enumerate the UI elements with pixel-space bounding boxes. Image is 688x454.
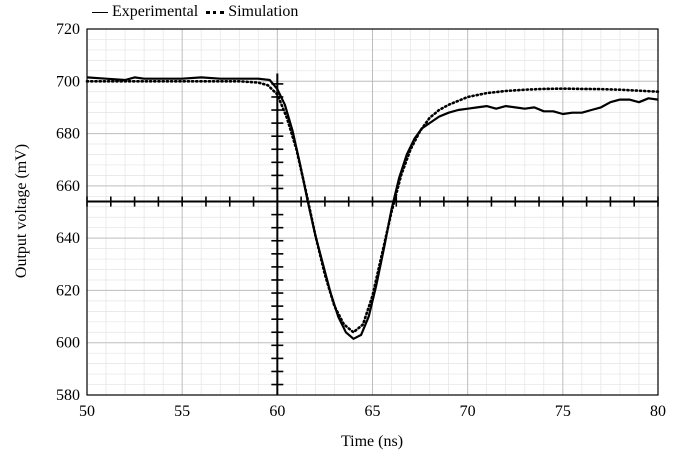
legend-item-experimental: Experimental [92, 3, 198, 21]
legend-item-simulation: Simulation [206, 3, 298, 21]
x-axis-ticks: 50 55 60 65 70 75 80 [79, 403, 666, 420]
series-line-simulation [85, 80, 660, 334]
series-layer [85, 76, 660, 340]
plot-border [86, 28, 659, 396]
y-tick-label: 600 [56, 335, 80, 352]
y-axis-label: Output voltage (mV) [13, 144, 30, 278]
y-axis-ticks: 580 600 620 640 660 680 700 720 [56, 21, 80, 404]
legend: Experimental Simulation [92, 1, 306, 23]
x-axis-label: Time (ns) [341, 433, 403, 450]
x-tick-label: 60 [269, 403, 285, 420]
y-tick-label: 680 [56, 126, 80, 143]
x-tick-label: 70 [460, 403, 476, 420]
x-tick-label: 50 [79, 403, 95, 420]
x-tick-label: 75 [555, 403, 571, 420]
legend-swatch-dotted-line [206, 10, 225, 14]
major-grid [86, 28, 659, 396]
x-tick-label: 55 [174, 403, 190, 420]
legend-label-experimental: Experimental [112, 3, 199, 20]
plot-frame [86, 28, 659, 396]
y-tick-label: 660 [56, 178, 80, 195]
y-tick-label: 580 [56, 387, 80, 404]
y-tick-label: 640 [56, 230, 80, 247]
y-tick-label: 720 [56, 21, 80, 38]
x-tick-label: 65 [365, 403, 381, 420]
crosshair-axes [86, 73, 659, 395]
y-tick-label: 620 [56, 282, 80, 299]
legend-swatch-solid-line [92, 11, 108, 13]
x-tick-label: 80 [650, 403, 666, 420]
y-tick-label: 700 [56, 73, 80, 90]
legend-label-simulation: Simulation [228, 3, 299, 20]
